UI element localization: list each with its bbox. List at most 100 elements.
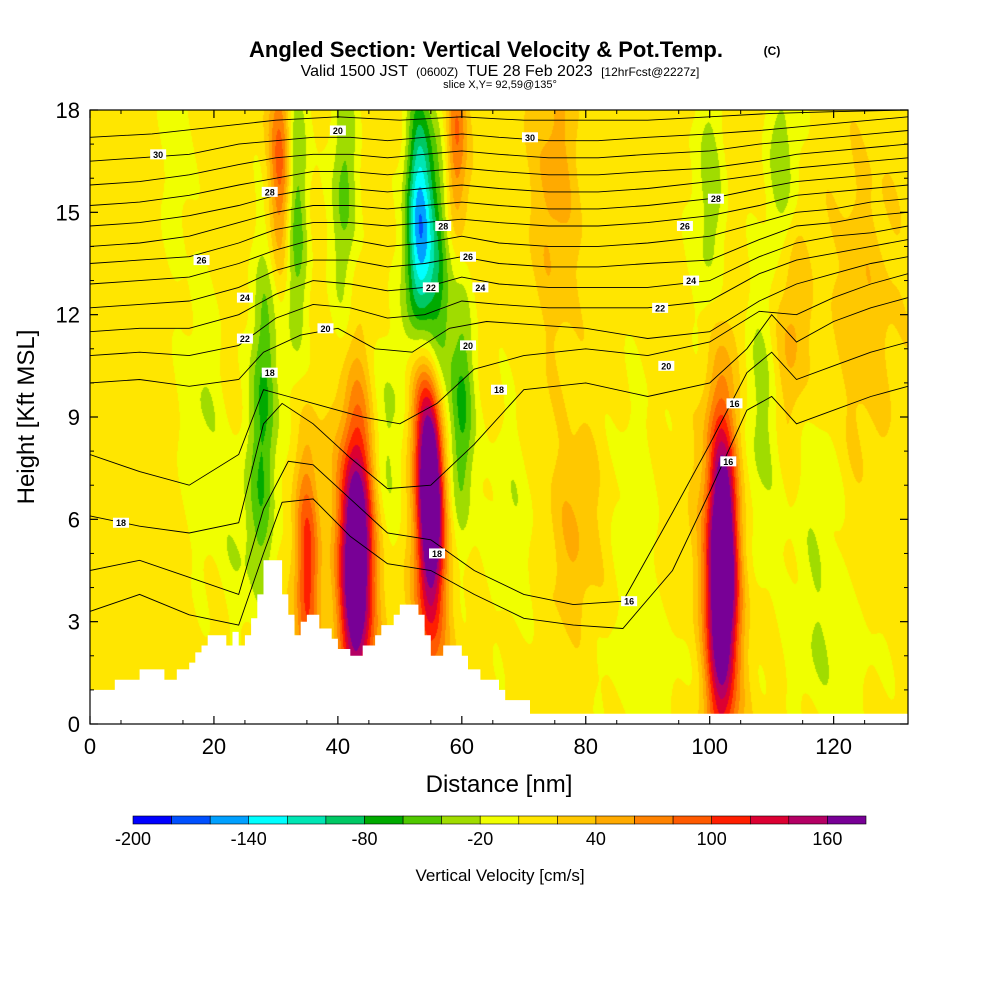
isentrope-contours xyxy=(90,110,908,629)
colorbar-tick-label: -20 xyxy=(467,829,493,849)
colorbar-swatch xyxy=(788,815,828,825)
isentrope-label: 30 xyxy=(150,149,167,160)
colorbar-swatch xyxy=(711,815,751,825)
isentrope-label: 26 xyxy=(460,251,477,262)
isentrope-label-text: 28 xyxy=(711,194,721,204)
isentrope-29 xyxy=(90,130,908,186)
x-tick-label: 80 xyxy=(574,734,598,759)
y-tick-label: 3 xyxy=(68,610,80,635)
y-tick-label: 0 xyxy=(68,712,80,737)
isentrope-28 xyxy=(90,143,908,206)
isentrope-31 xyxy=(90,110,908,138)
terrain-fill xyxy=(90,560,908,724)
isentrope-label-text: 16 xyxy=(729,399,739,409)
colorbar-swatch xyxy=(518,815,558,825)
isentrope-label-text: 20 xyxy=(463,341,473,351)
colorbar-swatch xyxy=(209,815,250,825)
colorbar: -200 -140 -80 -20 40 100 160 xyxy=(115,815,867,849)
axes: 0 20 40 60 80 100 120 0 3 6 9 12 15 18 xyxy=(56,98,908,759)
x-tick-label: 60 xyxy=(450,734,474,759)
colorbar-swatch xyxy=(286,815,327,825)
y-axis-label: Height [Kft MSL] xyxy=(13,330,40,505)
isentrope-19 xyxy=(90,273,908,486)
isentrope-label: 28 xyxy=(707,193,724,204)
x-tick-label: 40 xyxy=(326,734,350,759)
valid-date: TUE 28 Feb 2023 xyxy=(466,63,592,80)
isentrope-label: 20 xyxy=(329,125,346,136)
colorbar-swatch xyxy=(364,815,404,825)
colorbar-swatch xyxy=(441,815,481,825)
slice-info: slice X,Y= 92,59@135° xyxy=(443,79,557,91)
isentrope-label-text: 30 xyxy=(525,133,535,143)
isentrope-label-text: 24 xyxy=(475,283,485,293)
colorbar-title: Vertical Velocity [cm/s] xyxy=(415,866,584,885)
colorbar-swatch xyxy=(132,815,172,825)
colorbar-tick-label: 40 xyxy=(586,829,606,849)
isentrope-label-text: 18 xyxy=(494,385,504,395)
y-tick-label: 15 xyxy=(56,200,80,225)
isentrope-label-text: 22 xyxy=(426,283,436,293)
isentrope-label-text: 26 xyxy=(197,256,207,266)
isentrope-label: 18 xyxy=(112,517,129,528)
forecast-info: [12hrFcst@2227z] xyxy=(601,65,699,79)
colorbar-tick-label: -80 xyxy=(351,829,377,849)
isentrope-26 xyxy=(90,170,908,247)
isentrope-label: 16 xyxy=(621,596,638,607)
isentrope-25 xyxy=(90,184,908,264)
y-tick-label: 18 xyxy=(56,98,80,123)
chart-title: Angled Section: Vertical Velocity & Pot.… xyxy=(249,37,723,62)
colorbar-tick-label: 160 xyxy=(812,829,842,849)
isentrope-label: 20 xyxy=(460,340,477,351)
isentrope-label-text: 26 xyxy=(463,252,473,262)
isentrope-label: 18 xyxy=(429,548,446,559)
x-axis-label: Distance [nm] xyxy=(426,771,573,798)
y-tick-label: 6 xyxy=(68,507,80,532)
isentrope-label: 18 xyxy=(261,367,278,378)
isentrope-label-text: 30 xyxy=(153,150,163,160)
isentrope-label: 24 xyxy=(683,275,700,286)
isentrope-label: 20 xyxy=(317,323,334,334)
isentrope-label-text: 20 xyxy=(333,126,343,136)
isentrope-20 xyxy=(90,256,908,387)
isentrope-27 xyxy=(90,157,908,227)
colorbar-swatch xyxy=(325,815,365,825)
colorbar-tick-label: 100 xyxy=(697,829,727,849)
isentrope-16 xyxy=(90,385,908,629)
isentrope-18 xyxy=(90,297,908,534)
isentrope-label-text: 28 xyxy=(438,221,448,231)
valid-utc: (0600Z) xyxy=(416,65,458,79)
isentrope-label-text: 24 xyxy=(686,276,696,286)
isentrope-label-text: 26 xyxy=(680,221,690,231)
isentrope-label-text: 20 xyxy=(320,324,330,334)
y-tick-label: 9 xyxy=(68,405,80,430)
isentrope-label-text: 16 xyxy=(723,457,733,467)
terrain-mask xyxy=(90,560,908,724)
colorbar-swatch xyxy=(749,815,790,825)
isentrope-label-text: 24 xyxy=(240,293,250,303)
isentrope-label-text: 18 xyxy=(432,549,442,559)
colorbar-swatch xyxy=(171,815,211,825)
isentrope-label: 26 xyxy=(676,220,693,231)
valid-time-line: Valid 1500 JST (0600Z) TUE 28 Feb 2023 [… xyxy=(301,63,700,80)
isentrope-label: 24 xyxy=(236,292,253,303)
x-tick-label: 0 xyxy=(84,734,96,759)
isentrope-30 xyxy=(90,116,908,162)
isentrope-labels: 30 28 26 24 22 18 20 20 28 26 24 22 20 18 30 28 26 24 22 20… xyxy=(112,125,743,607)
isentrope-label-text: 20 xyxy=(661,361,671,371)
colorbar-swatch xyxy=(479,815,520,825)
isentrope-label: 20 xyxy=(658,360,675,371)
isentrope-label-text: 18 xyxy=(265,368,275,378)
colorbar-swatch xyxy=(827,815,867,825)
isentrope-label-text: 16 xyxy=(624,597,634,607)
x-tick-label: 100 xyxy=(691,734,728,759)
colorbar-tick-label: -200 xyxy=(115,829,151,849)
colorbar-swatch xyxy=(595,815,635,825)
isentrope-label-text: 22 xyxy=(655,303,665,313)
x-tick-label: 120 xyxy=(815,734,852,759)
colorbar-swatch xyxy=(672,815,712,825)
isentrope-label: 24 xyxy=(472,282,489,293)
isentrope-label: 28 xyxy=(261,186,278,197)
isentrope-label: 18 xyxy=(491,384,507,395)
isentrope-22 xyxy=(90,225,908,333)
